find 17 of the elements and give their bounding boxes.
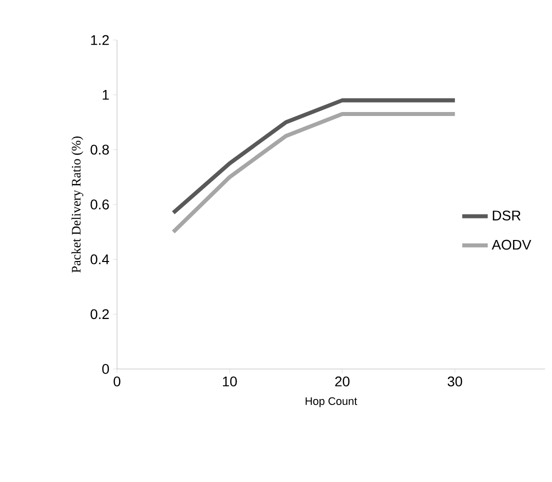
x-tick-label: 20 — [335, 376, 350, 386]
y-tick-label: 1 — [102, 90, 109, 100]
x-axis-title: Hop Count — [306, 397, 358, 408]
y-axis-title: Packet Delivery Ratio (%) — [71, 136, 84, 273]
y-tick-label: 0.6 — [90, 200, 109, 210]
x-tick-label: 30 — [448, 376, 462, 386]
y-tick-label: 0.2 — [90, 309, 109, 320]
x-tick-label: 10 — [222, 376, 237, 386]
line-series — [171, 112, 457, 234]
line-series — [171, 98, 457, 215]
legend-label: DSR — [492, 210, 521, 220]
y-tick-label: 0.8 — [90, 144, 109, 155]
legend-label: AODV — [492, 240, 532, 250]
y-tick-label: 0.4 — [90, 254, 110, 264]
y-tick-label: 1.2 — [91, 35, 109, 45]
x-tick-label: 0 — [114, 376, 120, 386]
y-tick-label: 0 — [102, 364, 109, 374]
